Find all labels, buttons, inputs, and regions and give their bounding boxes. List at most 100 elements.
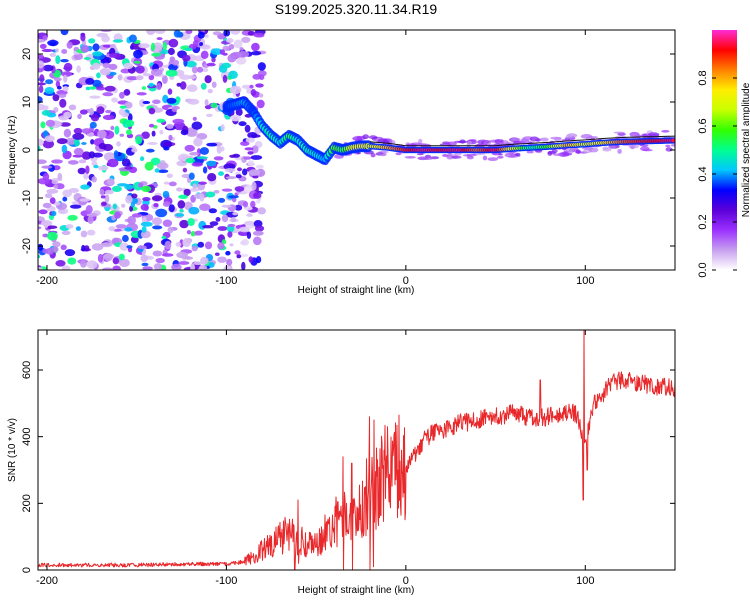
spectrogram-noise-blob [184, 144, 195, 152]
colorbar-tick-label: 0.2 [697, 214, 709, 229]
spectrogram-noise-blob [55, 55, 61, 65]
snr-y-ticks: 0 200 400 600 [21, 361, 675, 573]
spectrogram-noise-blob [65, 224, 74, 229]
spectrogram-noise-blob [44, 87, 55, 94]
spectrogram-noise-blob [61, 49, 68, 54]
spectrogram-noise-blob [81, 128, 92, 134]
spectrogram-noise-blob [55, 48, 59, 53]
spectrogram-noise-blob [179, 74, 191, 80]
spectrogram-noise-blob [146, 30, 156, 36]
spectrogram-noise-blob [199, 193, 205, 202]
spectrogram-x-label: Height of straight line (km) [298, 285, 415, 296]
spectrogram-noise-blob [131, 213, 143, 218]
spectrogram-noise-blob [221, 214, 229, 223]
spectrogram-noise-blob [235, 57, 247, 65]
spectrogram-noise-blob [85, 165, 90, 174]
spectrogram-noise-blob [97, 129, 107, 139]
spectrogram-noise-blob [118, 108, 126, 116]
colorbar-tick-label: 0.0 [697, 262, 709, 277]
spectrogram-noise-blob [89, 121, 97, 129]
spectrogram-noise-blob [602, 147, 612, 152]
spectrogram-noise-blob [68, 188, 80, 193]
spectrogram-noise-blob [151, 195, 163, 202]
spectrogram-noise-blob [133, 49, 143, 59]
spectrogram-noise-blob [71, 201, 80, 205]
spectrogram-noise-blob [515, 152, 521, 156]
spectrogram-noise-blob [370, 153, 376, 158]
spectrogram-noise-blob [61, 230, 71, 235]
y-tick-label: 200 [21, 494, 33, 512]
spectrogram-noise-blob [215, 252, 220, 256]
spectrogram-noise-blob [191, 66, 198, 74]
spectrogram-noise-blob [665, 147, 673, 152]
spectrogram-noise-blob [41, 48, 54, 53]
spectrogram-noise-blob [177, 200, 186, 209]
spectrogram-noise-blob [77, 113, 82, 120]
spectrogram-noise-blob [202, 166, 208, 174]
spectrogram-noise-blob [617, 148, 622, 154]
spectrogram-noise-blob [53, 107, 59, 113]
spectrogram-noise-blob [150, 42, 156, 52]
spectrogram-noise-blob [216, 145, 222, 154]
spectrogram-noise-blob [91, 176, 97, 183]
spectrogram-noise-blob [124, 166, 133, 170]
spectrogram-noise-blob [83, 172, 89, 180]
spectrogram-noise-blob [204, 75, 212, 84]
spectrogram-noise-blob [248, 256, 254, 263]
spectrogram-noise-blob [175, 213, 185, 217]
spectrogram-noise [38, 30, 675, 270]
y-tick-label: 10 [21, 96, 33, 108]
spectrogram-noise-blob [150, 68, 163, 76]
spectrogram-noise-blob [90, 113, 100, 122]
spectrogram-noise-blob [362, 134, 370, 140]
spectrogram-noise-blob [163, 181, 170, 185]
spectrogram-noise-blob [62, 74, 68, 83]
colorbar-gradient [712, 30, 737, 270]
spectrogram-noise-blob [641, 134, 649, 139]
spectrogram-noise-blob [72, 133, 85, 140]
spectrogram-noise-blob [647, 132, 660, 137]
spectrogram-noise-blob [228, 195, 239, 199]
spectrogram-noise-blob [60, 244, 67, 251]
spectrogram-noise-blob [80, 184, 90, 190]
spectrogram-noise-blob [51, 210, 57, 217]
spectrogram-noise-blob [167, 47, 175, 56]
spectrogram-noise-blob [199, 42, 203, 46]
spectrogram-noise-blob [206, 62, 216, 67]
spectrogram-noise-blob [187, 188, 200, 192]
spectrogram-y-ticks: -20 -10 0 10 20 [21, 48, 675, 254]
spectrogram-noise-blob [63, 111, 72, 119]
spectrogram-noise-blob [205, 191, 216, 198]
spectrogram-noise-blob [202, 225, 214, 229]
spectrogram-noise-blob [41, 110, 51, 116]
spectrogram-noise-blob [176, 82, 182, 87]
spectrogram-noise-blob [207, 89, 213, 94]
spectrogram-noise-blob [83, 57, 91, 60]
spectrogram-noise-blob [186, 84, 198, 92]
spectrogram-noise-blob [47, 231, 58, 241]
spectrogram-noise-blob [166, 97, 177, 104]
spectrogram-noise-blob [484, 140, 491, 143]
spectrogram-noise-blob [141, 262, 149, 267]
spectrogram-noise-blob [173, 121, 186, 131]
spectrogram-noise-blob [73, 53, 84, 60]
spectrogram-noise-blob [217, 242, 225, 250]
spectrogram-noise-blob [190, 263, 195, 270]
spectrogram-noise-blob [187, 218, 195, 226]
spectrogram-noise-blob [135, 65, 145, 74]
spectrogram-noise-blob [190, 231, 195, 237]
spectrogram-noise-blob [107, 158, 119, 168]
spectrogram-noise-blob [670, 144, 675, 147]
spectrogram-noise-blob [125, 129, 132, 135]
spectrogram-noise-blob [152, 225, 163, 230]
spectrogram-noise-blob [250, 200, 256, 209]
spectrogram-noise-blob [114, 211, 121, 219]
spectrogram-noise-blob [171, 59, 180, 66]
spectrogram-noise-blob [78, 159, 87, 164]
spectrogram-noise-blob [256, 256, 262, 264]
spectrogram-noise-blob [117, 183, 128, 187]
spectrogram-noise-blob [145, 148, 155, 153]
spectrogram-noise-blob [133, 60, 141, 64]
spectrogram-noise-blob [156, 37, 163, 41]
spectrogram-noise-blob [200, 82, 207, 90]
